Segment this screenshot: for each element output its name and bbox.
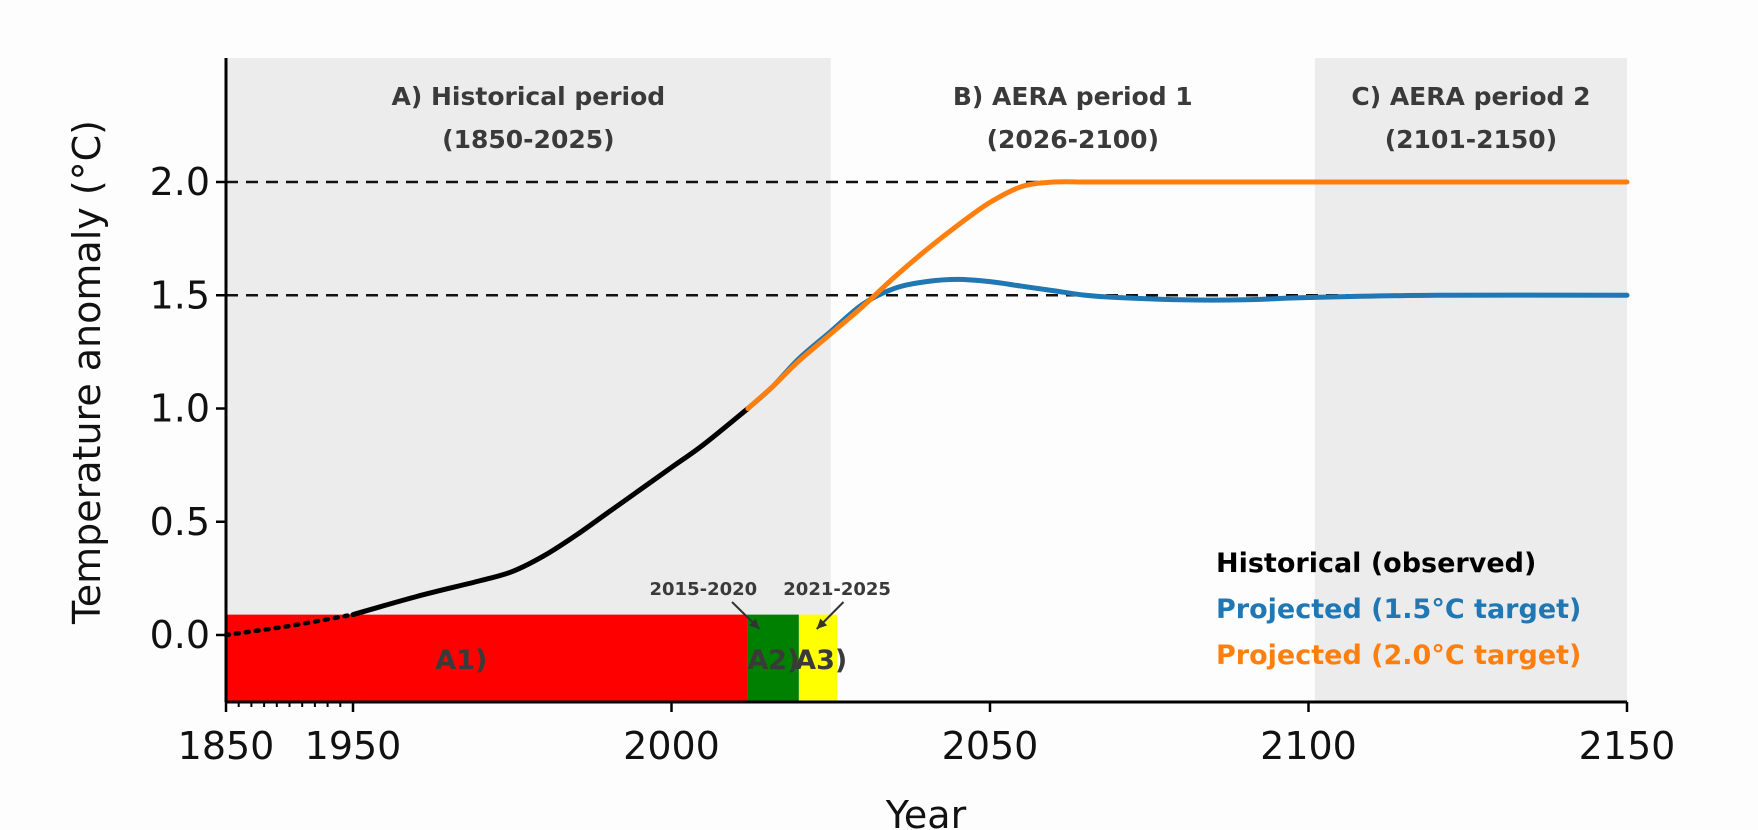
- period-range-2: (2026-2100): [987, 125, 1159, 154]
- x-tick-label-4: 2100: [1260, 724, 1357, 768]
- subperiod-bar-2: [747, 614, 799, 702]
- x-tick-label-1: 1950: [305, 724, 402, 768]
- subperiod-label-2: A2): [747, 645, 799, 676]
- period-range-1: (1850-2025): [442, 125, 614, 154]
- subperiod-bar-3: [798, 614, 838, 702]
- y-tick-label-0: 0.0: [150, 613, 210, 657]
- subperiod-bar-1: [226, 614, 748, 702]
- labels-layer: A) Historical period (1850-2025) B) AERA p…: [392, 82, 1591, 676]
- x-tick-label-3: 2050: [942, 724, 1039, 768]
- period-shade-1: [226, 58, 831, 702]
- x-tick-label-5: 2150: [1579, 724, 1676, 768]
- y-axis-title: Temperature anomaly (°C): [65, 120, 109, 625]
- legend-entry-1: Historical (observed): [1216, 548, 1536, 579]
- series-historical-dotted: [223, 612, 356, 638]
- subperiod-label-1: A1): [435, 645, 487, 676]
- axes-layer: 0.0 0.5 1.0 1.5 2.0 1850 1950 2000 2050 2100 2150 Y…: [65, 58, 1675, 830]
- y-tick-label-3: 1.5: [150, 273, 210, 317]
- y-tick-label-2: 1.0: [150, 387, 210, 431]
- period-title-1: A) Historical period: [392, 82, 666, 111]
- subperiod-label-3: A3): [795, 645, 847, 676]
- legend-entry-3: Projected (2.0°C target): [1216, 640, 1581, 671]
- period-title-3: C) AERA period 2: [1351, 82, 1590, 111]
- subperiod-annotation-3: 2021-2025: [783, 579, 891, 600]
- period-shade-3: [1314, 58, 1627, 702]
- x-tick-label-2: 2000: [623, 724, 720, 768]
- y-tick-label-4: 2.0: [150, 160, 210, 204]
- annotation-arrowhead-3: [816, 618, 828, 629]
- subperiod-bars-layer: [226, 614, 838, 702]
- legend-entry-2: Projected (1.5°C target): [1216, 594, 1581, 625]
- legend: Historical (observed) Projected (1.5°C ta…: [1216, 548, 1581, 671]
- x-axis-title: Year: [885, 793, 967, 830]
- subperiod-annotation-2: 2015-2020: [650, 579, 758, 600]
- period-title-2: B) AERA period 1: [953, 82, 1193, 111]
- series-layer: [223, 179, 1630, 638]
- period-shading-layer: [226, 58, 1627, 702]
- series-historical: [350, 406, 751, 618]
- y-tick-label-1: 0.5: [150, 500, 210, 544]
- x-tick-label-0: 1850: [178, 724, 275, 768]
- series-projected-2-0: [745, 179, 1630, 411]
- period-range-3: (2101-2150): [1385, 125, 1557, 154]
- annotation-arrowhead-2: [748, 618, 760, 629]
